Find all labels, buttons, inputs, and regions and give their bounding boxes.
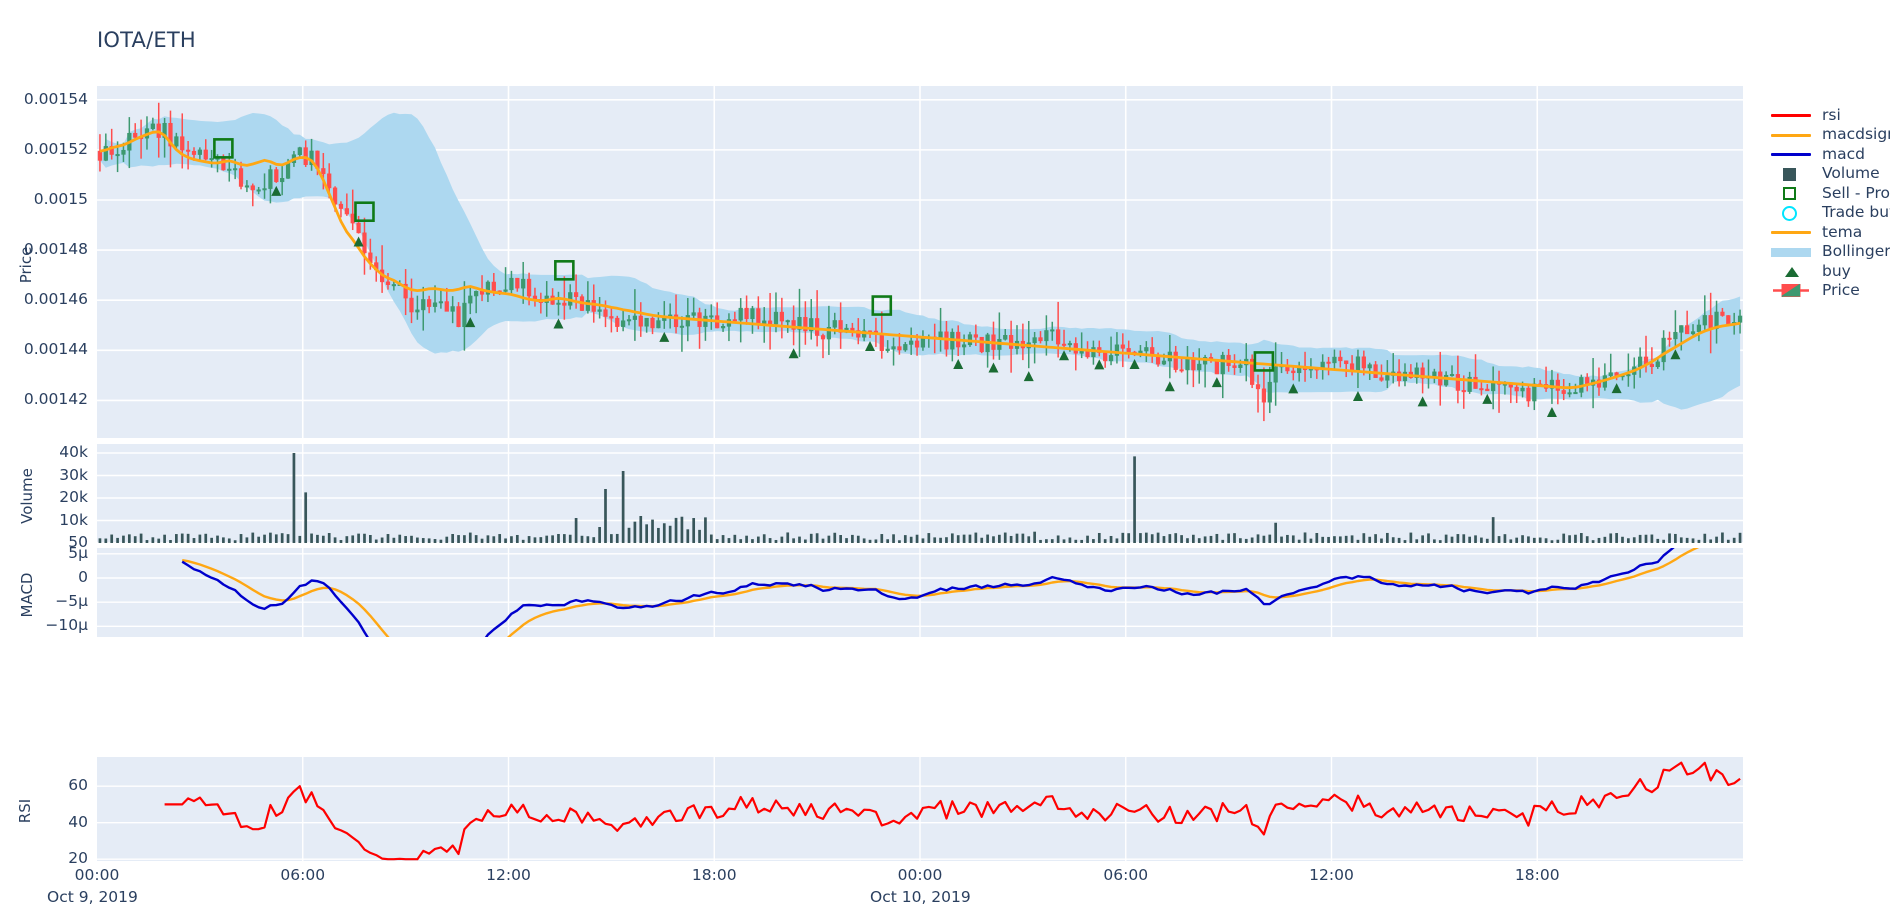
legend-label: Price	[1822, 281, 1860, 300]
band-icon	[1768, 242, 1814, 261]
legend-label: Trade buy	[1822, 203, 1890, 222]
x-date-label-0: Oct 9, 2019	[47, 888, 138, 906]
legend-item-macdsignal[interactable]: macdsignal	[1768, 125, 1890, 145]
x-tick-1: 06:00	[280, 866, 326, 884]
volume-ytick-2: 20k	[59, 488, 88, 506]
volume-ytick-1: 30k	[59, 465, 88, 484]
macd-ytick-3: −10µ	[45, 616, 88, 635]
chart-legend: rsimacdsignalmacdVolumeSell - ProfitTrad…	[1768, 105, 1890, 300]
macd-panel	[97, 548, 1743, 637]
legend-item-macd[interactable]: macd	[1768, 144, 1890, 164]
price-ytick-3: 0.00148	[23, 240, 88, 259]
line-icon	[1768, 144, 1814, 163]
legend-label: rsi	[1822, 105, 1841, 124]
legend-item-price[interactable]: Price	[1768, 281, 1890, 301]
price-ytick-5: 0.00144	[23, 340, 88, 359]
legend-item-sell-profit[interactable]: Sell - Profit	[1768, 183, 1890, 203]
legend-label: buy	[1822, 261, 1851, 280]
legend-item-buy[interactable]: buy	[1768, 261, 1890, 281]
x-tick-2: 12:00	[486, 866, 531, 884]
legend-item-bollinger-band[interactable]: Bollinger Band	[1768, 242, 1890, 262]
circle-open-icon	[1768, 203, 1814, 222]
candlestick-icon	[1768, 281, 1814, 300]
price-panel	[97, 86, 1743, 438]
legend-label: Volume	[1822, 164, 1880, 183]
x-date-label-1: Oct 10, 2019	[870, 888, 971, 906]
macd-ytick-2: −5µ	[55, 592, 88, 611]
legend-label: macd	[1822, 144, 1865, 163]
legend-label: Sell - Profit	[1822, 183, 1890, 202]
legend-item-trade-buy[interactable]: Trade buy	[1768, 203, 1890, 223]
legend-label: tema	[1822, 222, 1863, 241]
x-tick-3: 18:00	[691, 866, 737, 884]
legend-item-rsi[interactable]: rsi	[1768, 105, 1890, 125]
volume-panel	[97, 444, 1743, 543]
rsi-ytick-0: 60	[68, 776, 88, 795]
rsi-ytick-2: 20	[68, 849, 88, 868]
x-tick-7: 18:00	[1514, 866, 1560, 884]
x-tick-5: 06:00	[1103, 866, 1149, 884]
x-tick-6: 12:00	[1309, 866, 1354, 884]
price-ytick-4: 0.00146	[23, 290, 88, 309]
price-ytick-1: 0.00152	[23, 139, 88, 158]
square-icon	[1768, 164, 1814, 183]
rsi-ytick-1: 40	[68, 812, 88, 831]
page-title: IOTA/ETH	[97, 28, 196, 52]
rsi-panel	[97, 757, 1743, 861]
price-ytick-0: 0.00154	[23, 89, 88, 108]
price-ytick-2: 0.0015	[33, 189, 88, 208]
triangle-up-icon	[1768, 261, 1814, 280]
legend-item-tema[interactable]: tema	[1768, 222, 1890, 242]
legend-label: Bollinger Band	[1822, 242, 1890, 261]
macd-ytick-1: 0	[78, 567, 88, 586]
volume-ytick-4: 50	[68, 532, 88, 551]
x-tick-4: 00:00	[897, 866, 943, 884]
legend-label: macdsignal	[1822, 125, 1890, 144]
macd-ytick-0: 5µ	[68, 543, 88, 562]
volume-ytick-3: 10k	[59, 510, 88, 529]
line-icon	[1768, 105, 1814, 124]
volume-ytick-0: 40k	[59, 443, 88, 461]
x-tick-0: 00:00	[74, 866, 120, 884]
price-ytick-6: 0.00142	[23, 390, 88, 409]
line-icon	[1768, 125, 1814, 144]
line-icon	[1768, 222, 1814, 241]
square-open-icon	[1768, 183, 1814, 202]
legend-item-volume[interactable]: Volume	[1768, 164, 1890, 184]
